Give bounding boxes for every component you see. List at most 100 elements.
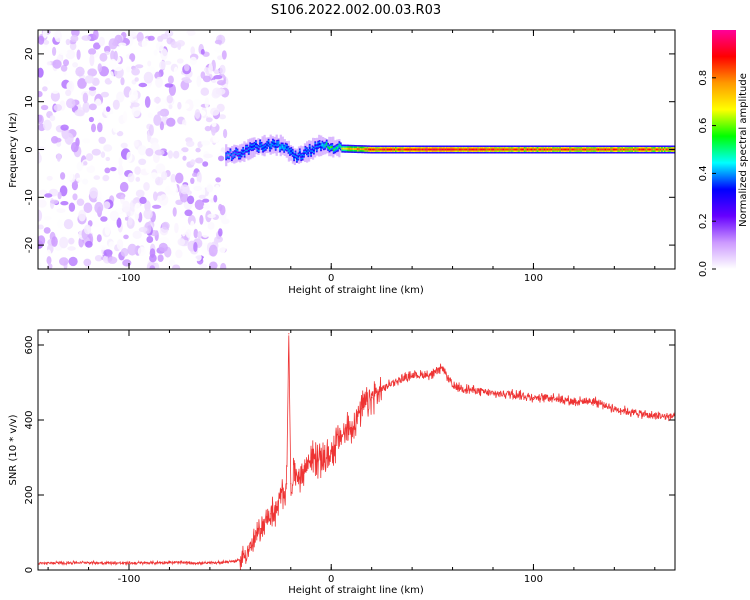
noise-speck xyxy=(218,243,226,254)
band-core xyxy=(415,148,417,151)
snr-data-point xyxy=(168,561,170,564)
band-core xyxy=(262,147,264,150)
band-core xyxy=(507,148,509,151)
snr-y-label: SNR (10 * v/v) xyxy=(8,414,19,485)
band-core xyxy=(529,148,532,151)
noise-speck xyxy=(149,265,156,269)
noise-speck xyxy=(91,123,96,133)
band-core xyxy=(662,148,665,151)
noise-speck xyxy=(196,75,202,88)
band-core xyxy=(467,148,470,151)
snr-y-tick-label: 0 xyxy=(24,567,35,573)
band-core xyxy=(526,148,529,151)
noise-speck xyxy=(143,208,153,220)
band-core xyxy=(297,155,300,158)
noise-speck xyxy=(63,219,74,230)
noise-speck xyxy=(120,142,128,149)
band-core xyxy=(644,148,647,151)
noise-speck xyxy=(43,119,52,131)
noise-speck xyxy=(134,77,139,82)
band-core xyxy=(482,148,485,151)
band-core xyxy=(565,148,567,151)
noise-speck xyxy=(82,178,89,185)
noise-speck xyxy=(105,156,111,162)
band-core xyxy=(242,149,245,152)
noise-speck xyxy=(76,198,85,206)
noise-speck xyxy=(119,181,129,193)
band-core xyxy=(236,151,239,154)
noise-speck xyxy=(38,91,43,98)
band-core xyxy=(488,148,491,151)
noise-speck xyxy=(92,221,100,228)
band-core xyxy=(655,148,658,151)
band-core xyxy=(441,148,444,151)
noise-speck xyxy=(155,163,166,174)
band-core xyxy=(252,145,254,148)
band-core xyxy=(443,148,446,151)
band-core xyxy=(654,148,656,151)
band-core xyxy=(249,145,252,148)
noise-speck xyxy=(38,142,42,147)
noise-speck xyxy=(98,36,106,47)
noise-speck xyxy=(194,254,202,262)
band-core xyxy=(522,148,525,151)
noise-speck xyxy=(211,126,216,136)
band-core xyxy=(395,148,397,151)
snr-x-label: Height of straight line (km) xyxy=(288,585,424,596)
band-core xyxy=(446,148,448,151)
band-core xyxy=(245,147,247,150)
noise-speck xyxy=(66,98,76,109)
band-core xyxy=(614,148,617,151)
band-core xyxy=(416,148,419,151)
noise-speck xyxy=(143,71,154,84)
band-core xyxy=(531,148,533,151)
band-core xyxy=(666,148,669,151)
noise-speck xyxy=(177,101,182,110)
noise-speck xyxy=(41,56,49,64)
noise-speck xyxy=(108,38,118,50)
band-core xyxy=(556,148,559,151)
band-core xyxy=(277,142,280,145)
noise-speck xyxy=(135,176,141,182)
band-core xyxy=(345,147,348,150)
noise-speck xyxy=(118,42,127,47)
band-core xyxy=(555,148,557,151)
band-core xyxy=(559,148,562,151)
band-core xyxy=(620,148,622,151)
band-core xyxy=(583,148,586,151)
noise-speck xyxy=(141,38,150,50)
band-core xyxy=(470,148,472,151)
noise-speck xyxy=(46,61,52,66)
band-core xyxy=(409,148,412,151)
noise-speck xyxy=(82,138,91,144)
noise-speck xyxy=(166,117,176,127)
band-core xyxy=(238,154,240,157)
noise-speck xyxy=(211,121,217,128)
noise-speck xyxy=(38,224,44,230)
band-core xyxy=(593,148,596,151)
band-core xyxy=(337,146,339,149)
band-core xyxy=(557,148,560,151)
noise-speck xyxy=(38,67,44,78)
band-core xyxy=(516,148,519,151)
band-core xyxy=(328,147,331,150)
band-core xyxy=(371,148,373,151)
noise-speck xyxy=(214,39,222,45)
noise-speck xyxy=(97,63,103,73)
band-core xyxy=(491,148,494,151)
noise-speck xyxy=(134,261,141,269)
band-core xyxy=(424,148,427,151)
noise-speck xyxy=(131,67,141,76)
noise-speck xyxy=(179,212,185,219)
noise-speck xyxy=(164,60,172,65)
band-core xyxy=(525,148,528,151)
noise-speck xyxy=(116,217,122,228)
band-core xyxy=(458,148,461,151)
band-core xyxy=(308,146,311,149)
noise-speck xyxy=(60,201,69,206)
snr-ticks: -100 0 100 0 200 400 600 xyxy=(24,330,675,585)
snr-panel: -100 0 100 0 200 400 600 Height of straight li… xyxy=(8,329,676,596)
noise-speck xyxy=(57,219,63,229)
band-core xyxy=(291,151,294,154)
